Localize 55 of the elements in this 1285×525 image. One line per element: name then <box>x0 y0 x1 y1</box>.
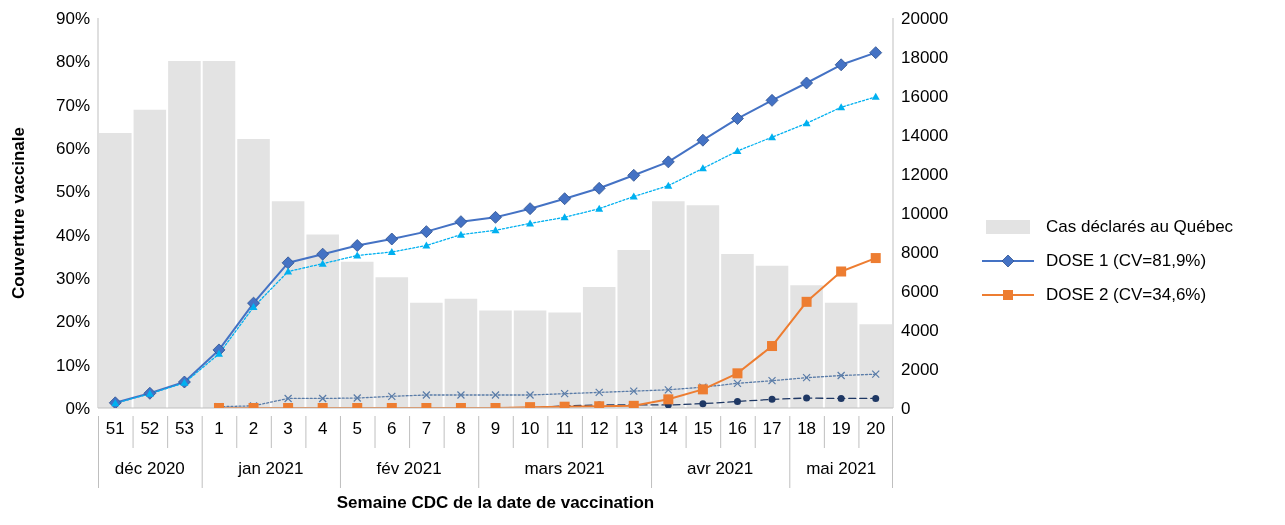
y2-tick-label: 18000 <box>901 48 949 68</box>
x-tick-label: 14 <box>658 419 678 438</box>
text: mai 2021 <box>806 459 877 478</box>
y-axis-title: Couverture vaccinale <box>9 127 29 299</box>
y2-tick-label: 6000 <box>901 282 939 302</box>
x-tick-label: 5 <box>352 419 362 438</box>
x-tick-label: 18 <box>797 419 817 438</box>
y-tick-label: 50% <box>55 182 90 202</box>
x-tick-label: 11 <box>555 419 574 438</box>
y-tick-label: 0% <box>65 399 90 419</box>
x-tick-label: 15 <box>693 419 713 438</box>
x-tick-label: 16 <box>728 419 747 438</box>
x-tick-label: 8 <box>456 419 466 438</box>
x-tick-label: 53 <box>174 419 194 438</box>
text: fév 2021 <box>376 459 442 478</box>
y-tick-label: 40% <box>55 225 90 245</box>
y2-tick-label: 14000 <box>901 126 949 146</box>
x-tick-label: 9 <box>490 419 501 438</box>
text: jan 2021 <box>237 459 304 478</box>
y-tick-label: 30% <box>55 269 90 289</box>
x-tick-label: 51 <box>105 419 125 438</box>
y2-tick-label: 16000 <box>901 87 949 107</box>
x-tick-label: 7 <box>421 419 432 438</box>
x-tick-label: 20 <box>866 419 886 438</box>
y-tick-label: 20% <box>55 312 90 332</box>
x-tick-label: 17 <box>762 419 782 438</box>
x-tick-label: 10 <box>520 419 540 438</box>
legend-label: Cas déclarés au Québec <box>1046 216 1234 237</box>
x-axis-title: Semaine CDC de la date de vaccination <box>336 493 655 512</box>
y-tick-label: 60% <box>55 139 90 159</box>
x-tick-label: 1 <box>214 419 224 438</box>
x-tick-label: 52 <box>140 419 160 438</box>
x-tick-label: 6 <box>387 419 397 438</box>
y-tick-label: 10% <box>55 355 90 375</box>
y2-tick-label: 12000 <box>901 165 949 185</box>
x-tick-label: 12 <box>589 419 609 438</box>
y-tick-label: 90% <box>55 9 90 29</box>
x-tick-label: 19 <box>831 419 851 438</box>
y2-tick-label: 10000 <box>901 204 949 224</box>
text: mars 2021 <box>524 459 605 478</box>
text: déc 2020 <box>114 459 185 478</box>
y-tick-label: 70% <box>55 95 90 115</box>
y-tick-label: 80% <box>55 52 90 72</box>
y2-tick-label: 2000 <box>901 360 939 380</box>
legend-label: DOSE 1 (CV=81,9%) <box>1046 250 1207 271</box>
y2-tick-label: 20000 <box>901 9 949 29</box>
y2-tick-label: 0 <box>901 399 911 419</box>
y2-tick-label: 8000 <box>901 243 939 263</box>
text: avr 2021 <box>687 459 754 478</box>
x-tick-label: 4 <box>317 419 328 438</box>
y2-tick-label: 4000 <box>901 321 939 341</box>
x-tick-label: 2 <box>248 419 259 438</box>
legend-label: DOSE 2 (CV=34,6%) <box>1046 284 1207 305</box>
x-tick-label: 3 <box>283 419 293 438</box>
x-tick-label: 13 <box>624 419 644 438</box>
